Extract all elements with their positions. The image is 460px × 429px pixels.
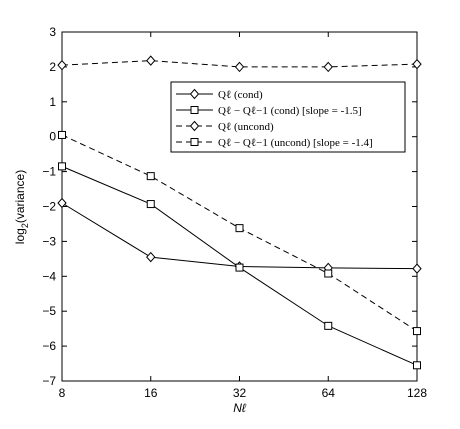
series-4-point — [324, 269, 333, 278]
series-3-point — [412, 58, 422, 70]
series-2-point — [235, 263, 244, 272]
x-axis-title: Nℓ — [233, 401, 247, 415]
series-2-point — [146, 200, 155, 209]
legend-marker-4 — [190, 138, 199, 146]
legend-label-4: Qℓ − Qℓ−1 (uncond) [slope = -1.4] — [218, 137, 373, 149]
y-tick-label: −5 — [42, 304, 56, 318]
series-3-point — [57, 59, 67, 71]
legend-marker-3 — [189, 120, 200, 132]
y-axis-title: log2(variance) — [13, 170, 30, 244]
series-2-point — [58, 162, 66, 171]
x-tick-label: 64 — [322, 386, 336, 400]
legend-label-3: Qℓ (uncond) — [218, 121, 274, 133]
series-2-point — [413, 361, 421, 370]
legend-label-1: Qℓ (cond) — [218, 89, 263, 101]
x-tick-label: 16 — [144, 386, 158, 400]
legend-label-2: Qℓ − Qℓ−1 (cond) [slope = -1.5] — [218, 105, 362, 117]
series-4-point — [58, 130, 66, 139]
series-4 — [58, 130, 421, 336]
series-3-point — [323, 61, 333, 73]
y-tick-label: −6 — [42, 339, 56, 353]
y-tick-label: −2 — [42, 200, 56, 214]
x-tick-label: 8 — [59, 386, 66, 400]
legend-marker-2 — [190, 106, 199, 114]
x-tick-label: 32 — [233, 386, 247, 400]
series-3 — [57, 55, 422, 73]
y-tick-label: −7 — [42, 374, 56, 388]
series-4-point — [146, 172, 155, 181]
series-group — [57, 55, 422, 370]
y-tick-label: −4 — [42, 269, 56, 283]
legend: Qℓ (cond) Qℓ − Qℓ−1 (cond) [slope = -1.5]… — [170, 81, 406, 153]
series-1-point — [412, 263, 422, 274]
series-1-point — [146, 251, 156, 263]
series-3-point — [234, 61, 245, 73]
series-2-point — [324, 321, 333, 330]
series-1-point — [57, 197, 67, 209]
legend-marker-1 — [189, 88, 200, 100]
y-tick-label: −3 — [42, 234, 56, 248]
x-tick-label: 128 — [407, 386, 427, 400]
y-tick-label: 2 — [49, 60, 56, 74]
y-tick-label: 1 — [49, 95, 56, 109]
y-tick-label: −1 — [42, 165, 56, 179]
y-tick-label: 0 — [49, 130, 56, 144]
y-tick-label: 3 — [49, 25, 56, 39]
series-3-point — [146, 55, 156, 66]
series-4-point — [413, 327, 421, 336]
series-4-point — [235, 224, 244, 233]
series-2 — [58, 162, 421, 370]
